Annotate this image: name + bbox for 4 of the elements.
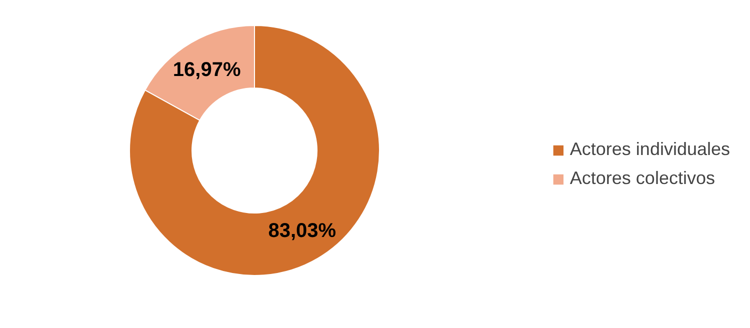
legend-label: Actores individuales: [570, 139, 730, 160]
data-label: 83,03%: [268, 220, 336, 242]
data-label: 16,97%: [172, 58, 241, 81]
legend-label: Actores colectivos: [570, 168, 715, 189]
